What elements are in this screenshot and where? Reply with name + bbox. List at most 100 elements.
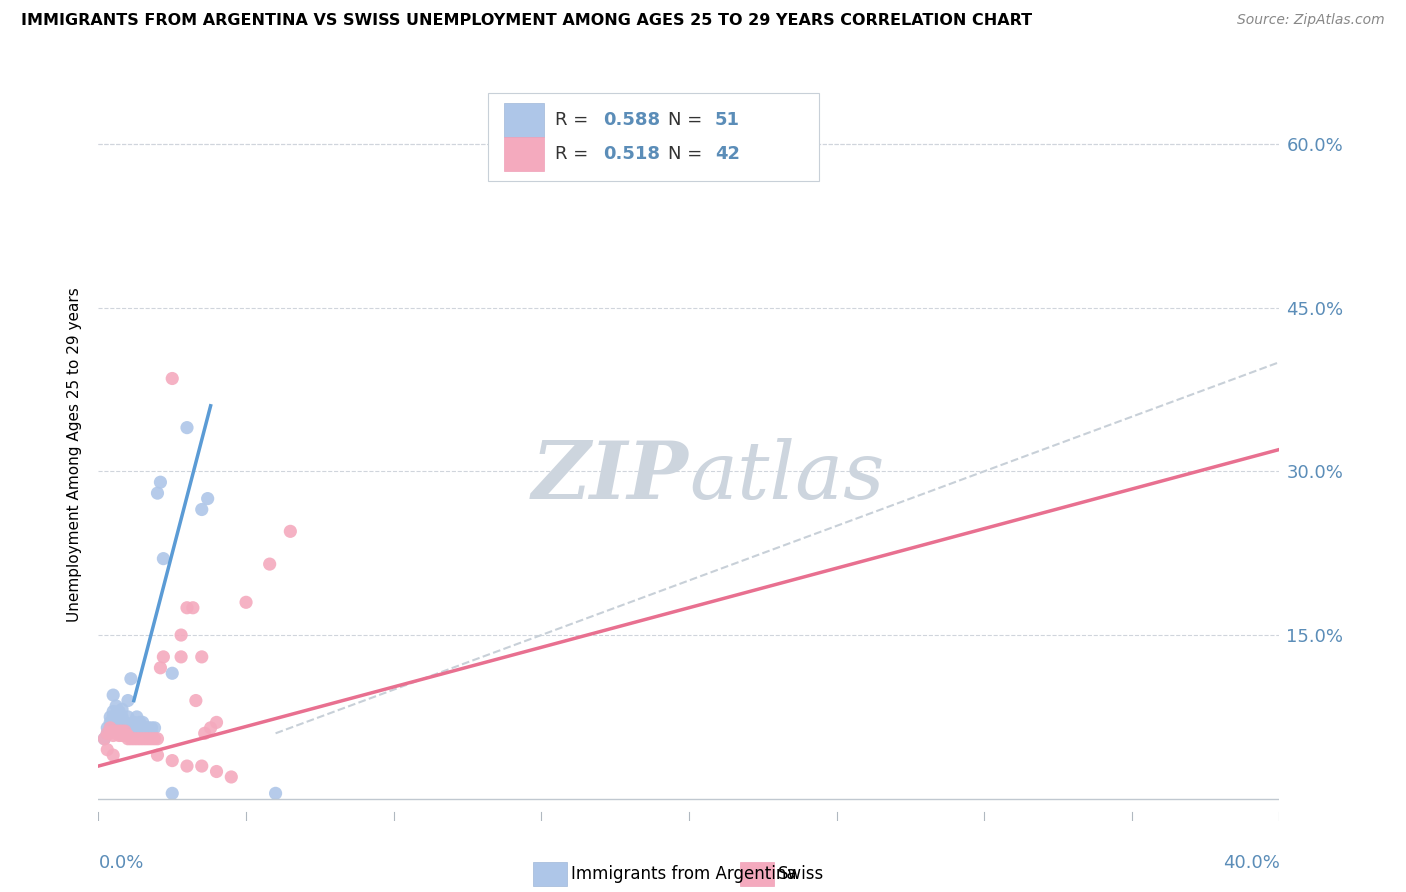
Point: [114, 721, 136, 735]
Point: [114, 729, 136, 743]
Point: [111, 721, 134, 735]
Point: [219, 770, 242, 784]
Point: [143, 721, 166, 735]
Point: [120, 721, 142, 735]
Point: [108, 715, 131, 730]
Text: 51: 51: [714, 111, 740, 129]
Point: [128, 731, 150, 746]
Point: [111, 724, 134, 739]
FancyBboxPatch shape: [503, 103, 544, 136]
Point: [117, 710, 139, 724]
Point: [143, 731, 166, 746]
Point: [149, 475, 172, 490]
Point: [108, 705, 131, 719]
Point: [146, 486, 169, 500]
Text: Source: ZipAtlas.com: Source: ZipAtlas.com: [1237, 13, 1385, 28]
Point: [264, 786, 287, 800]
Point: [114, 724, 136, 739]
Point: [135, 721, 157, 735]
Point: [125, 731, 148, 746]
Point: [176, 420, 198, 434]
Point: [162, 666, 183, 681]
FancyBboxPatch shape: [503, 137, 544, 171]
Point: [152, 551, 174, 566]
Point: [278, 524, 302, 539]
Point: [117, 721, 139, 735]
Point: [108, 710, 131, 724]
Point: [184, 693, 207, 707]
Point: [96, 726, 118, 740]
Point: [98, 721, 121, 735]
Text: R =: R =: [555, 145, 595, 163]
Point: [162, 371, 183, 385]
Point: [181, 600, 204, 615]
Point: [191, 502, 214, 516]
Point: [93, 731, 115, 746]
Point: [117, 693, 139, 707]
Point: [103, 688, 125, 702]
Point: [105, 724, 128, 739]
Text: Immigrants from Argentina: Immigrants from Argentina: [571, 865, 796, 883]
Point: [108, 726, 131, 740]
Point: [98, 726, 121, 740]
Point: [98, 715, 121, 730]
Point: [200, 721, 222, 735]
Point: [103, 705, 125, 719]
Text: 0.518: 0.518: [603, 145, 659, 163]
Point: [108, 729, 131, 743]
Point: [152, 649, 174, 664]
Text: R =: R =: [555, 111, 595, 129]
Point: [103, 729, 125, 743]
Point: [501, 115, 523, 129]
Text: Swiss: Swiss: [778, 865, 824, 883]
Point: [117, 731, 139, 746]
Point: [105, 715, 128, 730]
Point: [111, 710, 134, 724]
Point: [105, 698, 128, 713]
Text: N =: N =: [668, 111, 707, 129]
Point: [162, 786, 183, 800]
Point: [138, 726, 160, 740]
Point: [194, 726, 217, 740]
Point: [96, 742, 118, 756]
Point: [103, 724, 125, 739]
Text: ZIP: ZIP: [531, 438, 689, 516]
Point: [205, 764, 228, 779]
Point: [170, 628, 193, 642]
Point: [117, 726, 139, 740]
Point: [149, 661, 172, 675]
Point: [103, 710, 125, 724]
Point: [135, 731, 157, 746]
FancyBboxPatch shape: [533, 863, 567, 886]
Point: [146, 748, 169, 763]
Point: [98, 710, 121, 724]
Point: [125, 710, 148, 724]
Point: [141, 726, 163, 740]
Text: atlas: atlas: [689, 438, 884, 516]
Text: 0.588: 0.588: [603, 111, 659, 129]
Point: [105, 710, 128, 724]
Point: [176, 600, 198, 615]
Point: [141, 731, 163, 746]
Point: [117, 729, 139, 743]
Point: [120, 731, 142, 746]
Point: [132, 721, 155, 735]
Text: IMMIGRANTS FROM ARGENTINA VS SWISS UNEMPLOYMENT AMONG AGES 25 TO 29 YEARS CORREL: IMMIGRANTS FROM ARGENTINA VS SWISS UNEMP…: [21, 13, 1032, 29]
Point: [138, 731, 160, 746]
Point: [162, 754, 183, 768]
Text: N =: N =: [668, 145, 707, 163]
Point: [235, 595, 257, 609]
Point: [191, 649, 214, 664]
Point: [170, 649, 193, 664]
Point: [122, 721, 145, 735]
Point: [103, 748, 125, 763]
Point: [114, 726, 136, 740]
Point: [132, 715, 155, 730]
Point: [114, 715, 136, 730]
Point: [111, 717, 134, 731]
Point: [128, 715, 150, 730]
Point: [197, 491, 219, 506]
Point: [105, 726, 128, 740]
Point: [138, 721, 160, 735]
FancyBboxPatch shape: [740, 863, 773, 886]
